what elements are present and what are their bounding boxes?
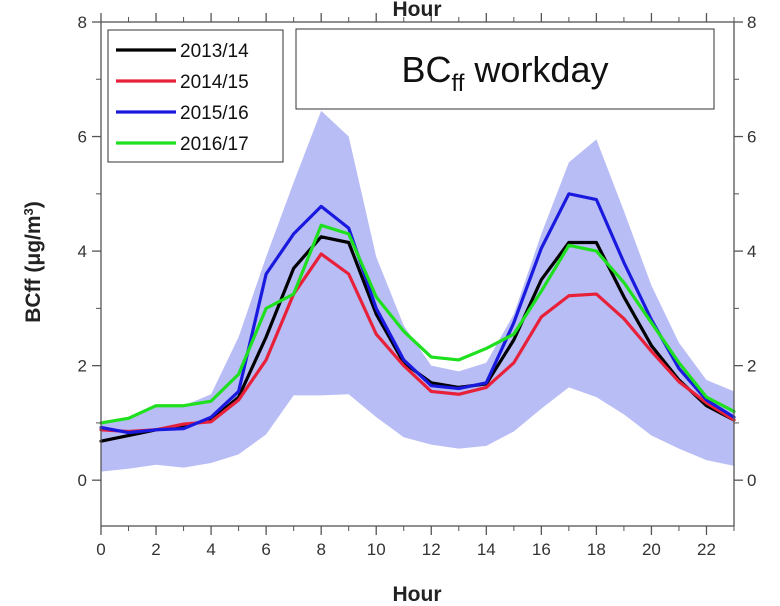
- axis-ticks-layer: 0 2 4 6 8 10 12 14 16 18 20 220 02 24 46 68 8: [78, 13, 756, 559]
- y-axis-title-exponent: 3: [21, 208, 36, 215]
- y-tick-label-left: 4: [78, 242, 87, 261]
- plot-frame: [100, 21, 735, 527]
- y-tick-label-right: 8: [747, 13, 756, 32]
- x-tick-label: 20: [642, 540, 661, 559]
- x-tick-label: 16: [532, 540, 551, 559]
- legend-items: 2013/14 2014/15 2015/16 2016/17: [116, 41, 249, 155]
- y-axis-title: BCff (μg/m3): [21, 201, 45, 323]
- annotation-subscript: ff: [452, 70, 465, 97]
- y-tick-label-right: 4: [747, 242, 756, 261]
- series-line-2015-16: [99, 192, 736, 435]
- x-axis-title: Hour: [393, 583, 442, 606]
- series-line-2016-17: [99, 223, 736, 425]
- x-tick-label: 6: [261, 540, 270, 559]
- y-tick-label-right: 0: [747, 471, 756, 490]
- range-band-layer: [101, 110, 734, 472]
- legend: 2013/14 2014/15 2015/16 2016/17: [107, 29, 284, 163]
- y-tick-label-left: 8: [78, 13, 87, 32]
- series-line-2014-15: [99, 252, 736, 434]
- annotation-suffix: workday: [464, 49, 608, 90]
- series-lines-layer: [99, 192, 736, 443]
- x-tick-label: 10: [367, 540, 386, 559]
- x-tick-label: 14: [477, 540, 496, 559]
- y-tick-label-right: 2: [747, 357, 756, 376]
- legend-label-2015-16: 2015/16: [180, 103, 249, 124]
- annotation-main: BC: [402, 49, 452, 90]
- y-axis-title-unit: μg/m: [22, 215, 45, 265]
- x-tick-label: 0: [96, 540, 105, 559]
- y-tick-label-left: 0: [78, 471, 87, 490]
- x-tick-label: 18: [587, 540, 606, 559]
- annotation-text: BCff workday: [402, 49, 609, 97]
- x-tick-label: 22: [697, 540, 716, 559]
- annotation: BCff workday: [295, 28, 715, 110]
- legend-label-2014-15: 2014/15: [180, 72, 249, 93]
- y-tick-label-left: 6: [78, 128, 87, 147]
- legend-label-2016-17: 2016/17: [180, 134, 249, 155]
- y-tick-label-right: 6: [747, 128, 756, 147]
- x-tick-label: 4: [206, 540, 215, 559]
- y-tick-label-left: 2: [78, 357, 87, 376]
- y-axis-title-close: ): [22, 201, 45, 208]
- annotation-box: [295, 28, 715, 110]
- legend-label-2013-14: 2013/14: [180, 41, 249, 62]
- x-tick-label: 2: [151, 540, 160, 559]
- y-axis-title-main: BCff (: [22, 266, 45, 323]
- x-tick-label: 12: [422, 540, 441, 559]
- range-band: [101, 110, 734, 472]
- top-x-axis-title: Hour: [393, 0, 442, 21]
- legend-box: [107, 29, 284, 163]
- x-tick-label: 8: [316, 540, 325, 559]
